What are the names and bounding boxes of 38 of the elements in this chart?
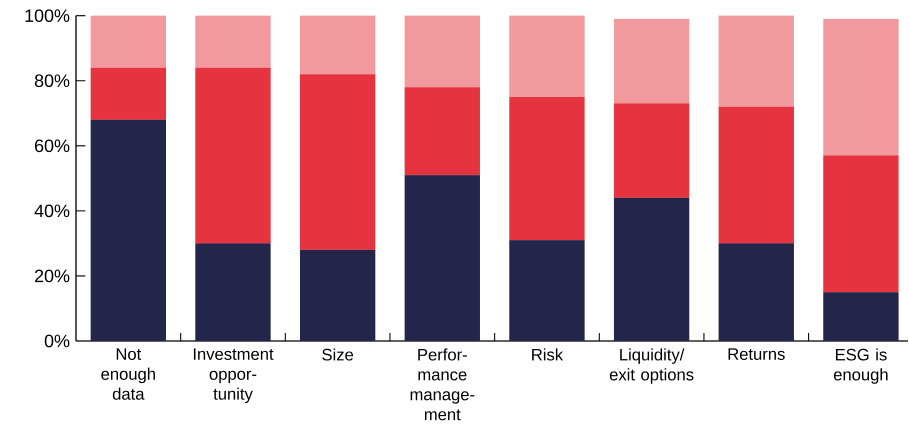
bar [614,198,690,341]
bar [823,156,899,292]
y-tick-label: 100% [25,9,70,22]
bar [823,292,899,341]
bar [509,16,585,97]
bar [509,97,585,240]
bar [90,16,166,68]
bar [404,175,480,341]
bar [195,68,271,244]
bar [90,120,166,341]
x-tick-label: Liquidity/ exit options [610,348,694,384]
x-tick-label: Investment oppor-tunity [194,348,274,404]
x-tick-label: ESG is enough [834,348,888,384]
bar [90,68,166,120]
bar [195,243,271,341]
bar [300,250,376,341]
bar [300,74,376,250]
bar [718,243,794,341]
y-tick-label: 40% [34,204,70,218]
bar [718,16,794,107]
x-tick-label: Perfor-mance manage-ment [410,348,474,420]
x-tick-label: Returns [728,348,785,360]
y-tick-label: 0% [44,334,70,348]
x-tick-label: Risk [532,348,564,361]
y-tick-label: 20% [34,270,70,282]
x-tick-label: Not enough data [101,348,155,400]
bar [404,16,480,88]
bar [404,87,480,176]
x-tick-label: Size [322,348,354,361]
y-tick-label: 60% [35,139,70,152]
bar [300,16,376,74]
bar [195,16,271,68]
bar [614,104,690,198]
bar [614,18,690,104]
y-tick-label: 80% [34,74,70,88]
bar [509,240,585,341]
bar [823,18,899,156]
bar [718,106,794,244]
